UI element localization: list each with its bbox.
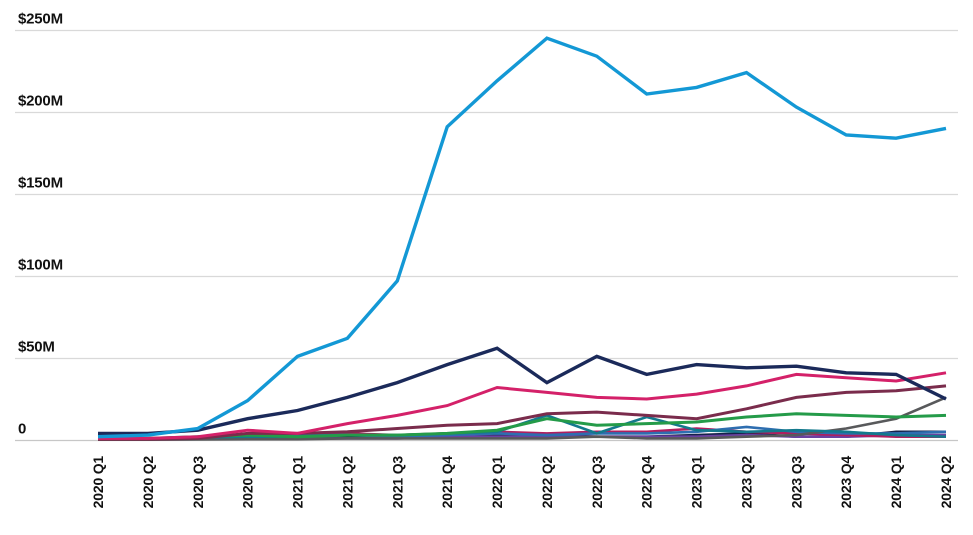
y-axis-label: $100M	[18, 257, 63, 274]
x-axis-label: 2020 Q3	[190, 456, 206, 509]
x-axis-label: 2022 Q4	[639, 456, 655, 509]
series-pink-line	[98, 371, 947, 440]
x-axis-label: 2020 Q1	[90, 456, 106, 509]
x-axis-label: 2023 Q4	[838, 456, 854, 509]
x-axis-label: 2020 Q4	[240, 456, 256, 509]
y-axis-label: $150M	[18, 175, 63, 192]
x-axis-label: 2021 Q3	[389, 456, 405, 509]
series-cyan-line	[97, 36, 947, 439]
x-axis-label: 2021 Q4	[439, 456, 455, 509]
series-navy-line	[98, 346, 947, 436]
y-axis-label: $200M	[18, 93, 63, 110]
x-axis-label: 2022 Q2	[539, 456, 555, 509]
y-axis-label: $250M	[18, 11, 63, 28]
x-axis-label: 2023 Q2	[738, 456, 754, 509]
x-axis-label: 2021 Q1	[290, 456, 306, 509]
x-axis-label: 2024 Q2	[938, 456, 954, 509]
x-axis-label: 2020 Q2	[140, 456, 156, 509]
x-axis-label: 2024 Q1	[888, 456, 904, 509]
y-axis-label: $50M	[18, 339, 55, 356]
y-axis-label: 0	[18, 421, 26, 438]
x-axis-label: 2023 Q3	[788, 456, 804, 509]
series-maroon-line	[98, 384, 947, 441]
x-axis-label: 2022 Q3	[589, 456, 605, 509]
series-grey-line	[98, 396, 947, 442]
x-axis-label: 2022 Q1	[489, 456, 505, 509]
x-axis-label: 2023 Q1	[689, 456, 705, 509]
x-axis-label: 2021 Q2	[339, 456, 355, 509]
